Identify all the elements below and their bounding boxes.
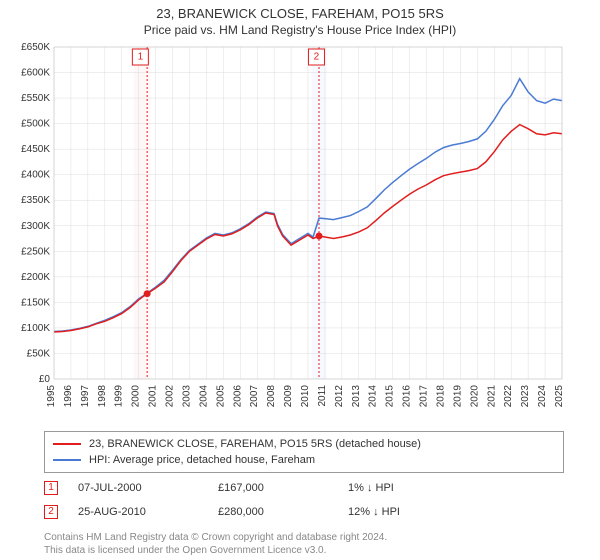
- x-tick-label: 2024: [537, 385, 548, 408]
- x-tick-label: 2002: [165, 385, 176, 408]
- y-tick-label: £300K: [21, 221, 50, 232]
- x-tick-label: 1997: [80, 385, 91, 408]
- y-tick-label: £650K: [21, 43, 50, 53]
- sale-dot: [144, 290, 151, 297]
- legend: 23, BRANEWICK CLOSE, FAREHAM, PO15 5RS (…: [44, 431, 564, 473]
- y-tick-label: £350K: [21, 195, 50, 206]
- y-tick-label: £600K: [21, 68, 50, 79]
- y-tick-label: £250K: [21, 246, 50, 257]
- x-tick-label: 1999: [114, 385, 125, 408]
- x-tick-label: 2004: [198, 385, 209, 408]
- x-tick-label: 2020: [469, 385, 480, 408]
- page-subtitle: Price paid vs. HM Land Registry's House …: [0, 23, 600, 37]
- x-tick-label: 2003: [181, 385, 192, 408]
- x-tick-label: 2010: [300, 385, 311, 408]
- sale-row: 1 07-JUL-2000 £167,000 1% ↓ HPI: [44, 479, 600, 497]
- legend-row: 23, BRANEWICK CLOSE, FAREHAM, PO15 5RS (…: [53, 436, 555, 452]
- sale-price: £167,000: [218, 482, 328, 494]
- x-tick-label: 1998: [97, 385, 108, 408]
- x-tick-label: 2016: [402, 385, 413, 408]
- sale-dot: [316, 232, 323, 239]
- x-tick-label: 2022: [503, 385, 514, 408]
- legend-row: HPI: Average price, detached house, Fare…: [53, 452, 555, 468]
- x-tick-label: 2007: [249, 385, 260, 408]
- y-tick-label: £400K: [21, 170, 50, 181]
- x-tick-label: 2015: [385, 385, 396, 408]
- y-tick-label: £500K: [21, 119, 50, 130]
- x-tick-label: 2017: [419, 385, 430, 408]
- x-tick-label: 2008: [266, 385, 277, 408]
- sale-band: [134, 47, 151, 379]
- sale-row: 2 25-AUG-2010 £280,000 12% ↓ HPI: [44, 503, 600, 521]
- x-tick-label: 2001: [148, 385, 159, 408]
- y-tick-label: £450K: [21, 144, 50, 155]
- x-tick-label: 2009: [283, 385, 294, 408]
- legend-label: HPI: Average price, detached house, Fare…: [89, 454, 315, 466]
- x-tick-label: 1995: [46, 385, 57, 408]
- sale-marker: 2: [44, 505, 58, 519]
- x-tick-label: 2011: [317, 385, 328, 407]
- sale-price: £280,000: [218, 506, 328, 518]
- x-tick-label: 2021: [486, 385, 497, 408]
- footnote: Contains HM Land Registry data © Crown c…: [44, 531, 564, 557]
- legend-swatch: [53, 459, 81, 461]
- sale-flag-label: 1: [138, 52, 144, 63]
- y-tick-label: £100K: [21, 323, 50, 334]
- sale-delta: 1% ↓ HPI: [348, 482, 478, 494]
- x-tick-label: 2019: [452, 385, 463, 408]
- sale-delta: 12% ↓ HPI: [348, 506, 478, 518]
- footnote-line-2: This data is licensed under the Open Gov…: [44, 545, 326, 556]
- x-tick-label: 2013: [351, 385, 362, 408]
- x-tick-label: 2000: [131, 385, 142, 408]
- x-tick-label: 2025: [554, 385, 565, 408]
- x-tick-label: 2023: [520, 385, 531, 408]
- x-tick-label: 2005: [215, 385, 226, 408]
- y-tick-label: £50K: [27, 348, 51, 359]
- x-tick-label: 2006: [232, 385, 243, 408]
- price-chart: £0 £50K £100K £150K £200K £250K £300K £350K £400…: [10, 43, 570, 423]
- y-tick-label: £550K: [21, 93, 50, 104]
- x-tick-label: 1996: [63, 385, 74, 408]
- x-tick-label: 2018: [435, 385, 446, 408]
- sale-date: 07-JUL-2000: [78, 482, 198, 494]
- sale-marker: 1: [44, 481, 58, 495]
- y-tick-label: £200K: [21, 272, 50, 283]
- footnote-line-1: Contains HM Land Registry data © Crown c…: [44, 532, 387, 543]
- x-tick-label: 2014: [368, 385, 379, 408]
- y-tick-label: £150K: [21, 297, 50, 308]
- x-tick-label: 2012: [334, 385, 345, 408]
- y-tick-label: £0: [39, 374, 51, 385]
- legend-swatch: [53, 443, 81, 445]
- page-title: 23, BRANEWICK CLOSE, FAREHAM, PO15 5RS: [0, 6, 600, 21]
- legend-label: 23, BRANEWICK CLOSE, FAREHAM, PO15 5RS (…: [89, 438, 421, 450]
- sale-date: 25-AUG-2010: [78, 506, 198, 518]
- sale-flag-label: 2: [314, 52, 320, 63]
